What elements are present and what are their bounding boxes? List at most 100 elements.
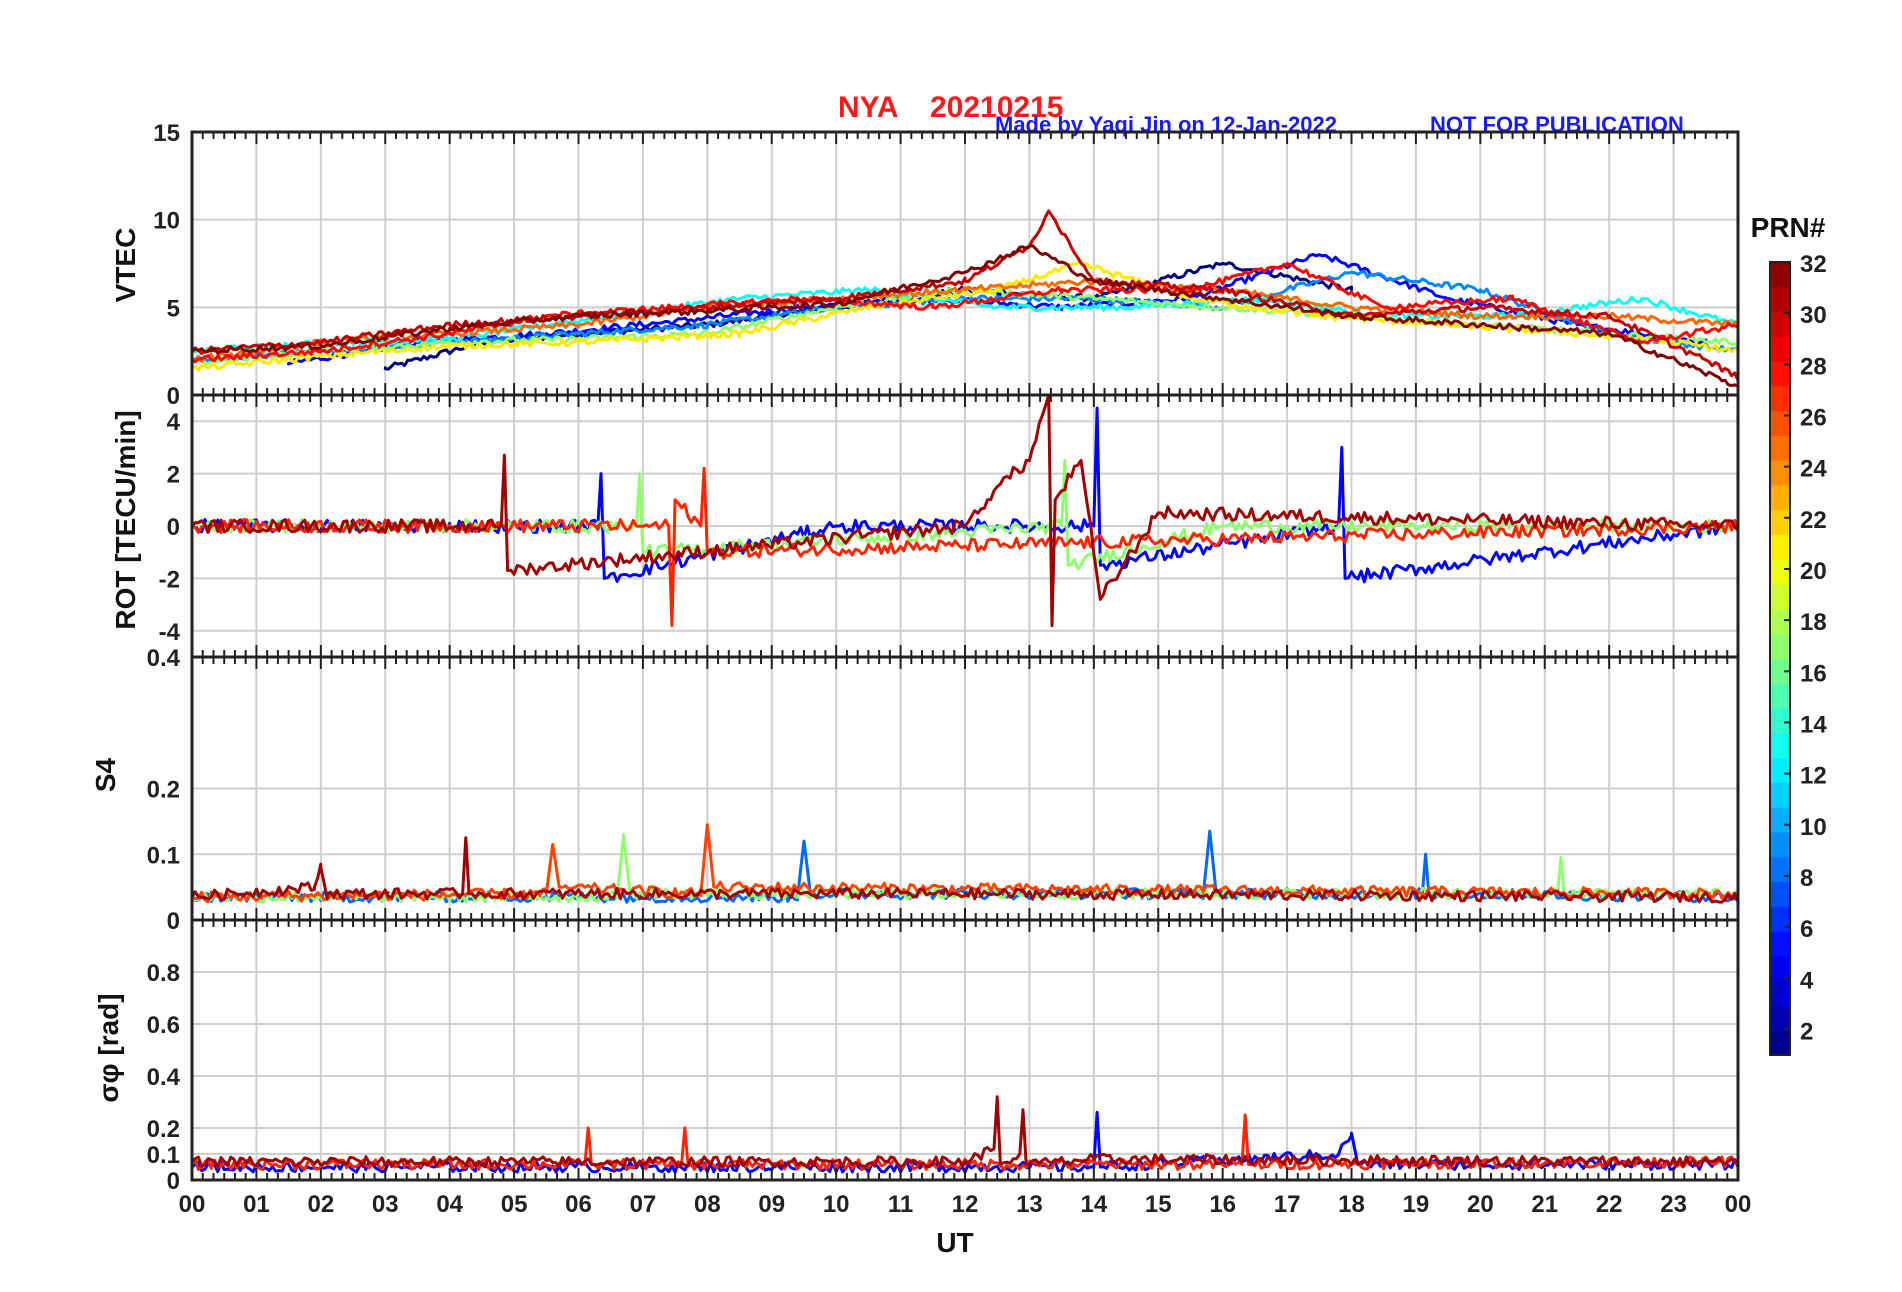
colorbar-band xyxy=(1770,311,1790,337)
x-axis-title: UT xyxy=(936,1227,973,1258)
colorbar-band xyxy=(1770,534,1790,560)
y-tick-label: 0.2 xyxy=(147,1116,180,1143)
colorbar-band xyxy=(1770,1030,1790,1056)
x-tick-label: 00 xyxy=(1725,1191,1752,1218)
colorbar-tick-label: 4 xyxy=(1800,967,1814,994)
x-tick-label: 16 xyxy=(1209,1191,1236,1218)
station-title: NYA xyxy=(838,91,899,124)
y-tick-label: 10 xyxy=(153,208,180,235)
x-tick-label: 13 xyxy=(1016,1191,1043,1218)
x-tick-label: 00 xyxy=(179,1191,206,1218)
x-tick-label: 21 xyxy=(1531,1191,1558,1218)
colorbar-band xyxy=(1770,931,1790,957)
x-tick-label: 11 xyxy=(888,1191,913,1218)
colorbar-tick-label: 20 xyxy=(1800,558,1827,585)
x-tick-label: 14 xyxy=(1080,1191,1107,1218)
x-tick-label: 08 xyxy=(694,1191,721,1218)
series-line-prn-30 xyxy=(190,209,1740,382)
colorbar-tick-label: 2 xyxy=(1800,1018,1813,1045)
colorbar-tick-label: 16 xyxy=(1800,660,1827,687)
colorbar-band xyxy=(1770,361,1790,387)
y-axis-title-rot: ROT [TECU/min] xyxy=(110,410,141,629)
y-axis-title-s4: S4 xyxy=(90,757,121,792)
colorbar-band xyxy=(1770,1005,1790,1031)
x-tick-label: 09 xyxy=(758,1191,785,1218)
y-tick-label: -4 xyxy=(159,619,181,646)
colorbar-band xyxy=(1770,509,1790,536)
y-axis-title-sigma_phi: σφ [rad] xyxy=(93,993,124,1102)
y-tick-label: 0 xyxy=(167,908,180,935)
x-axis-labels: 00 01 02 03 04 05 06 07 08 09 10 11 12 13 14 15 16 17 18 19… xyxy=(179,1191,1752,1218)
colorbar-band xyxy=(1770,881,1790,907)
colorbar-tick-label: 10 xyxy=(1800,814,1827,841)
y-tick-label: 0 xyxy=(167,383,180,410)
colorbar-tick-label: 12 xyxy=(1800,763,1827,790)
colorbar-band xyxy=(1770,584,1790,610)
y-tick-label: 5 xyxy=(167,295,180,322)
colorbar-band xyxy=(1770,807,1790,833)
colorbar-tick-label: 32 xyxy=(1800,251,1827,278)
x-tick-label: 10 xyxy=(823,1191,850,1218)
colorbar-tick-label: 8 xyxy=(1800,865,1813,892)
colorbar-band xyxy=(1770,831,1790,858)
series-line-prn-32 xyxy=(190,244,1740,388)
colorbar-band xyxy=(1770,559,1790,585)
colorbar-band xyxy=(1770,980,1790,1006)
colorbar-tick-label: 28 xyxy=(1800,353,1827,380)
series-line-prn-28 xyxy=(190,262,1740,365)
colorbar-band xyxy=(1770,658,1790,684)
colorbar-band xyxy=(1770,286,1790,313)
x-tick-label: 06 xyxy=(565,1191,592,1218)
y-tick-label: 0 xyxy=(167,1168,180,1195)
colorbar-label: PRN# xyxy=(1751,212,1826,243)
panel-rot: -4 -2 0 2 4 ROT [TECU/min] xyxy=(110,393,1740,659)
colorbar-band xyxy=(1770,683,1790,709)
colorbar-tick-label: 14 xyxy=(1800,711,1827,738)
x-tick-label: 02 xyxy=(307,1191,334,1218)
y-tick-label: -2 xyxy=(159,566,180,593)
x-tick-label: 04 xyxy=(436,1191,463,1218)
y-tick-label: 0.2 xyxy=(147,777,180,804)
colorbar-band xyxy=(1770,608,1790,635)
y-tick-label: 0.4 xyxy=(147,1064,181,1091)
series-line-prn-5 xyxy=(287,252,1708,366)
colorbar-tick-label: 24 xyxy=(1800,456,1827,483)
colorbar-band xyxy=(1770,708,1790,734)
series-line-prn-21 xyxy=(190,258,1740,372)
panel-vtec: 0 5 10 15 VTEC xyxy=(110,120,1740,410)
y-tick-label: 0.4 xyxy=(147,645,181,672)
colorbar-band xyxy=(1770,262,1790,288)
colorbar-band xyxy=(1770,782,1790,808)
y-tick-label: 15 xyxy=(153,120,180,147)
y-tick-label: 0.6 xyxy=(147,1012,180,1039)
panel-s4: 0 0.1 0.2 0.4 S4 xyxy=(90,645,1740,935)
x-tick-label: 22 xyxy=(1596,1191,1623,1218)
colorbar-band xyxy=(1770,460,1790,486)
colorbar-band xyxy=(1770,732,1790,759)
x-tick-label: 19 xyxy=(1403,1191,1430,1218)
colorbar-tick-label: 6 xyxy=(1800,916,1813,943)
x-tick-label: 17 xyxy=(1274,1191,1301,1218)
colorbar-band xyxy=(1770,856,1790,883)
colorbar-band xyxy=(1770,955,1790,982)
colorbar-band xyxy=(1770,485,1790,511)
x-tick-label: 05 xyxy=(501,1191,528,1218)
date-title: 20210215 xyxy=(930,91,1063,124)
colorbar-band xyxy=(1770,906,1790,932)
x-tick-label: 15 xyxy=(1145,1191,1172,1218)
x-tick-label: 23 xyxy=(1660,1191,1687,1218)
colorbar-band xyxy=(1770,633,1790,659)
colorbar-band xyxy=(1770,757,1790,783)
colorbar-tick-label: 18 xyxy=(1800,609,1827,636)
y-tick-label: 0.8 xyxy=(147,960,180,987)
series-line-prn-31 xyxy=(190,836,1740,904)
series-line-prn-26 xyxy=(190,823,1740,904)
y-tick-label: 0.1 xyxy=(147,842,180,869)
colorbar-band xyxy=(1770,410,1790,436)
series-line-prn-31 xyxy=(190,1095,1740,1169)
colorbar-band xyxy=(1770,385,1790,412)
